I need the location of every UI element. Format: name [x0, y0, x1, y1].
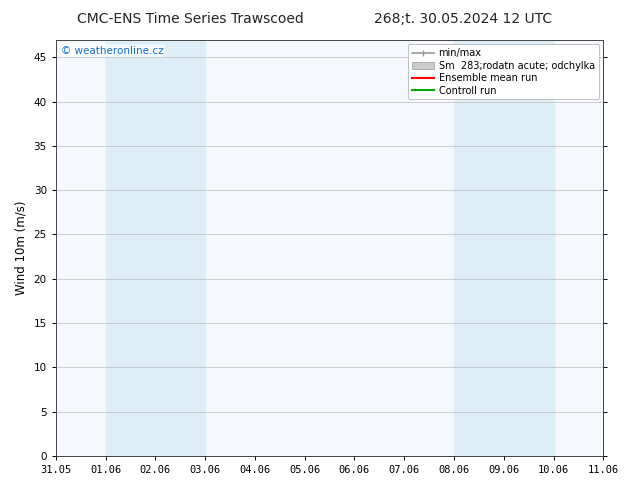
Text: © weatheronline.cz: © weatheronline.cz — [61, 46, 164, 56]
Bar — [454, 40, 553, 456]
Text: CMC-ENS Time Series Trawscoed: CMC-ENS Time Series Trawscoed — [77, 12, 304, 26]
Bar — [106, 40, 205, 456]
Legend: min/max, Sm  283;rodatn acute; odchylka, Ensemble mean run, Controll run: min/max, Sm 283;rodatn acute; odchylka, … — [408, 45, 598, 99]
Y-axis label: Wind 10m (m/s): Wind 10m (m/s) — [15, 200, 28, 295]
Text: 268;t. 30.05.2024 12 UTC: 268;t. 30.05.2024 12 UTC — [374, 12, 552, 26]
